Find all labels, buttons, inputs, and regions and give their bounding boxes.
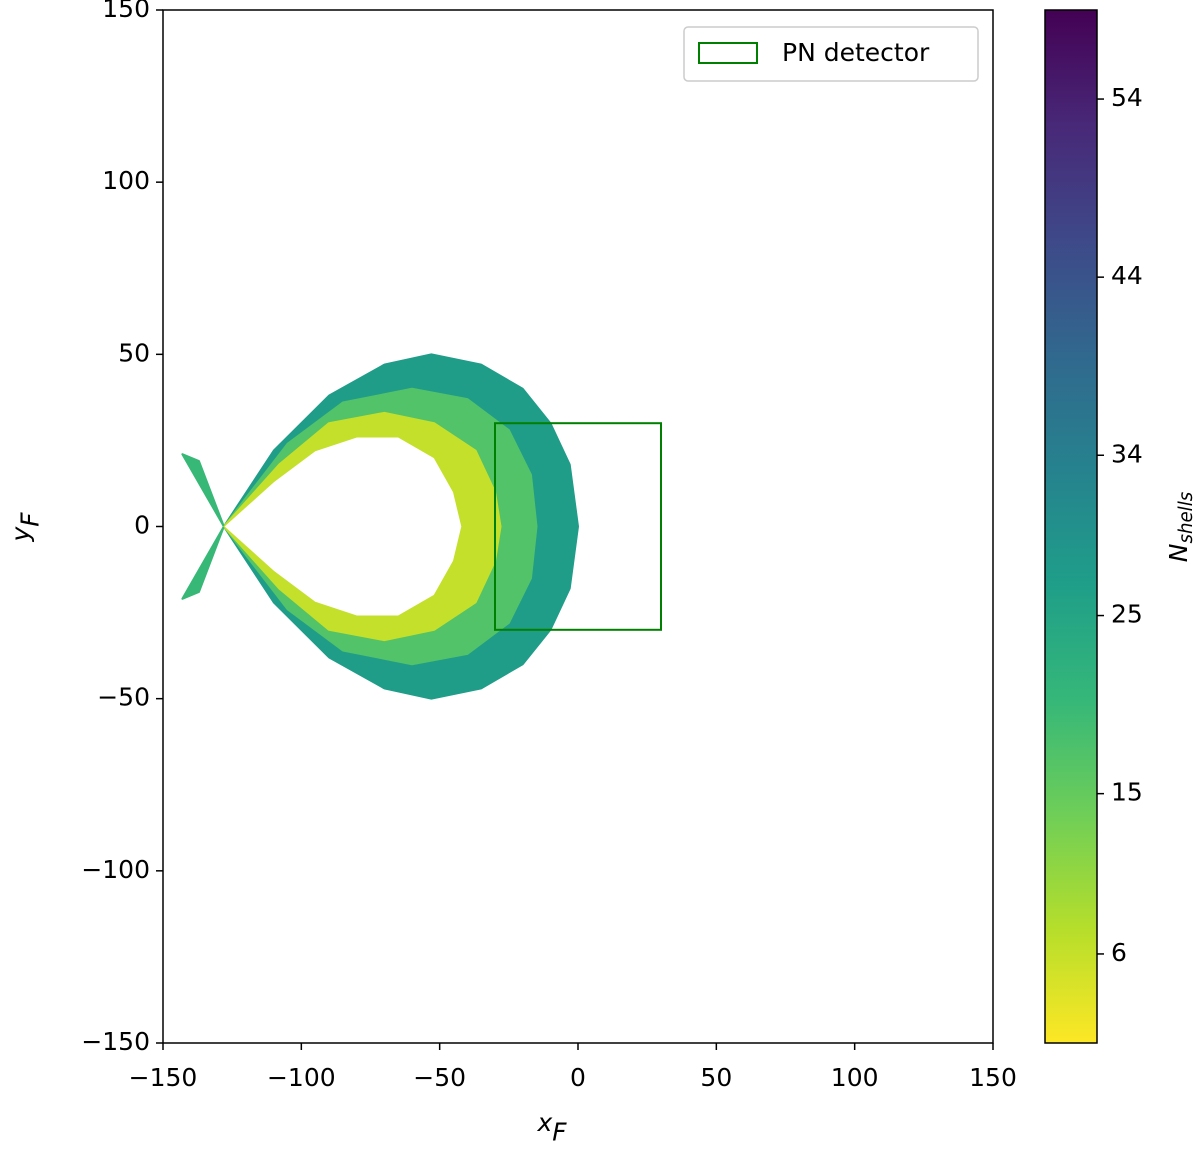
x-axis-label-base: x xyxy=(537,1108,553,1137)
x-tick-label: 50 xyxy=(700,1063,732,1092)
colorbar-tick-label: 6 xyxy=(1111,938,1127,967)
shell-region xyxy=(181,453,225,528)
y-tick-label: 100 xyxy=(102,166,150,195)
y-axis-label-sub: F xyxy=(16,512,45,527)
colorbar-label: Nshells xyxy=(1164,491,1197,562)
colorbar xyxy=(1044,9,1098,1044)
hole-region xyxy=(223,436,463,617)
colorbar-tick-label: 34 xyxy=(1111,439,1143,468)
shell-region xyxy=(181,525,225,600)
colorbar-tick-label: 25 xyxy=(1111,600,1143,629)
x-tick-label: −100 xyxy=(267,1063,336,1092)
colorbar-tick-label: 15 xyxy=(1111,778,1143,807)
colorbar-tick-label: 44 xyxy=(1111,261,1143,290)
y-tick-label: 0 xyxy=(134,511,150,540)
legend: PN detector xyxy=(683,26,979,82)
x-tick-label: 0 xyxy=(570,1063,586,1092)
x-tick-label: −150 xyxy=(129,1063,198,1092)
y-tick-label: 50 xyxy=(118,338,150,367)
x-axis-label: xF xyxy=(537,1108,568,1146)
y-tick-label: 150 xyxy=(102,0,150,23)
colorbar-label-base: N xyxy=(1164,543,1193,562)
x-tick-label: −50 xyxy=(413,1063,466,1092)
y-tick-label: −100 xyxy=(81,855,150,884)
x-axis-label-sub: F xyxy=(552,1118,567,1147)
y-axis-label-base: y xyxy=(6,526,35,543)
x-tick-label: 150 xyxy=(969,1063,1017,1092)
y-tick-label: −50 xyxy=(97,683,150,712)
y-tick-label: −150 xyxy=(81,1027,150,1056)
legend-frame xyxy=(683,26,979,82)
colorbar-label-sub: shells xyxy=(1176,491,1197,543)
detector-box xyxy=(494,422,662,631)
x-tick-label: 100 xyxy=(831,1063,879,1092)
colorbar-tick-label: 54 xyxy=(1111,83,1143,112)
legend-label: PN detector xyxy=(782,38,930,67)
legend-swatch xyxy=(698,42,758,64)
y-axis-label: yF xyxy=(6,512,45,543)
